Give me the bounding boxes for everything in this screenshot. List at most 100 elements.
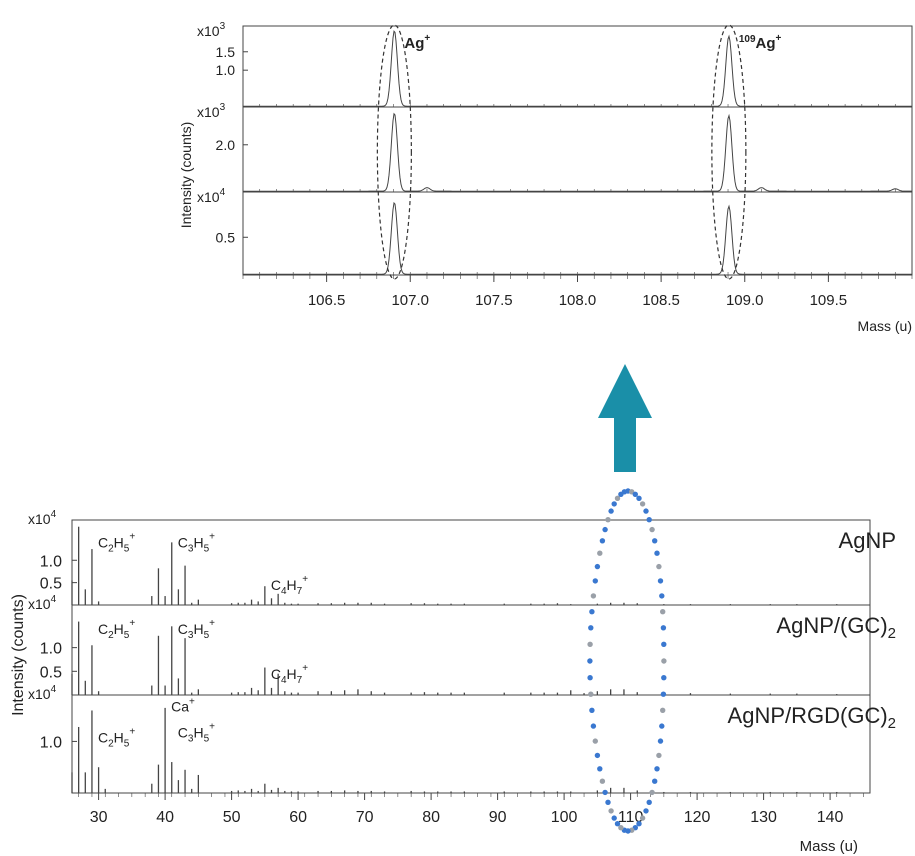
- full-xtick-label: 110: [618, 809, 644, 826]
- dotted-ellipse-dot: [639, 815, 646, 821]
- fragment-sub: 5: [204, 630, 210, 641]
- zoom-multiplier-exp: 3: [220, 102, 226, 113]
- sample-name: AgNP: [839, 528, 896, 553]
- sample-name-main: AgNP/RGD(GC): [728, 703, 888, 728]
- dotted-ellipse-dot: [660, 609, 666, 615]
- sample-name: AgNP/(GC)2: [776, 613, 896, 642]
- zoom-multiplier: x103: [197, 21, 226, 39]
- zoom-xtick-label: 108.0: [559, 292, 597, 309]
- dotted-ellipse-dot: [643, 508, 649, 514]
- dotted-ellipse-dot: [656, 752, 662, 759]
- fragment-label: C3H5+: [178, 721, 215, 744]
- dotted-ellipse-dot: [649, 526, 655, 533]
- zoom-multiplier-base: x10: [197, 104, 220, 120]
- peak-label-element: Ag: [756, 35, 776, 52]
- fragment-sub: 5: [124, 543, 130, 554]
- zoom-ytick-label: 1.0: [216, 62, 236, 78]
- dotted-ellipse-dot: [587, 658, 593, 664]
- sample-name: AgNP/RGD(GC)2: [728, 703, 896, 732]
- fragment-sub: 2: [108, 543, 114, 554]
- full-multiplier-exp: 4: [51, 509, 57, 520]
- dotted-ellipse-dot: [621, 489, 628, 495]
- fragment-element: H: [114, 621, 124, 637]
- fragment-charge: +: [302, 663, 308, 674]
- fragment-sub: 3: [188, 630, 194, 641]
- zoom-multiplier: x104: [197, 187, 226, 205]
- dotted-ellipse-dot: [660, 707, 666, 713]
- zoom-xtick-label: 107.0: [391, 292, 429, 309]
- dotted-ellipse-dot: [611, 501, 617, 507]
- up-arrow-icon: [598, 364, 652, 472]
- fragment-charge: +: [209, 531, 215, 542]
- fragment-element: Ca: [171, 699, 189, 715]
- full-xlabel: Mass (u): [800, 838, 858, 855]
- dotted-ellipse-dot: [589, 707, 595, 713]
- fragment-element: H: [193, 534, 203, 550]
- fragment-sub: 7: [297, 675, 303, 686]
- fragment-element: H: [287, 577, 297, 593]
- zoom-trace: [243, 30, 912, 107]
- dotted-ellipse-dot: [654, 766, 660, 772]
- fragment-label: C4H7+: [271, 574, 308, 597]
- fragment-element: H: [114, 730, 124, 746]
- dotted-ellipse-dot: [590, 593, 597, 599]
- full-ytick-label: 0.5: [40, 664, 62, 681]
- full-xtick-label: 30: [90, 809, 108, 826]
- dotted-ellipse-dot: [659, 593, 665, 599]
- dotted-ellipse-dot: [652, 538, 658, 544]
- zoom-multiplier-exp: 4: [220, 187, 226, 198]
- full-xtick-label: 50: [223, 809, 241, 826]
- zoom-xtick-label: 107.5: [475, 292, 513, 309]
- dotted-ellipse-dot: [657, 738, 664, 744]
- fragment-sub: 5: [124, 739, 130, 750]
- dotted-ellipse-dot: [614, 495, 621, 501]
- fragment-element: C: [178, 724, 188, 740]
- full-multiplier: x104: [28, 509, 57, 527]
- fragment-charge: +: [209, 618, 215, 629]
- dotted-ellipse-dot: [602, 526, 608, 533]
- dotted-ellipse-dot: [639, 501, 646, 507]
- peak-label-charge: +: [776, 33, 782, 44]
- dotted-ellipse-dot: [590, 723, 597, 729]
- dotted-ellipse-dot: [614, 821, 621, 827]
- sample-name-sub: 2: [888, 715, 896, 732]
- dotted-ellipse-dot: [605, 517, 611, 523]
- dotted-ellipse-dot: [646, 517, 652, 523]
- fragment-label: C2H5+: [98, 727, 135, 750]
- fragment-sub: 2: [108, 630, 114, 641]
- full-ytick-label: 0.5: [40, 576, 62, 593]
- full-xtick-label: 100: [551, 809, 578, 826]
- zoom-ytick-label: 0.5: [216, 229, 236, 245]
- fragment-sub: 7: [297, 586, 303, 597]
- fragment-sub: 5: [124, 630, 130, 641]
- fragment-charge: +: [129, 531, 135, 542]
- full-ytick-label: 1.0: [40, 641, 62, 658]
- dotted-ellipse-dot: [611, 815, 617, 821]
- fragment-element: C: [271, 577, 281, 593]
- full-multiplier-exp: 4: [51, 684, 57, 695]
- dotted-ellipse-dot: [657, 578, 664, 584]
- dotted-ellipse-dot: [632, 491, 638, 497]
- fragment-element: C: [98, 621, 108, 637]
- zoom-ytick-label: 2.0: [216, 137, 236, 153]
- fragment-sub: 4: [281, 586, 287, 597]
- dotted-ellipse-dot: [643, 808, 649, 814]
- full-multiplier-base: x10: [28, 511, 51, 527]
- fragment-sub: 4: [281, 675, 287, 686]
- dotted-ellipse-dot: [602, 789, 608, 796]
- full-xtick-label: 40: [156, 809, 174, 826]
- full-multiplier-base: x10: [28, 596, 51, 612]
- zoom-xtick-label: 109.5: [810, 292, 848, 309]
- fragment-element: H: [193, 621, 203, 637]
- fragment-element: C: [271, 666, 281, 682]
- fragment-element: C: [98, 534, 108, 550]
- dotted-ellipse-dot: [594, 563, 601, 570]
- dotted-ellipse-dot: [618, 825, 624, 831]
- dotted-ellipse-dot: [661, 675, 667, 681]
- fragment-label: C4H7+: [271, 663, 308, 686]
- dotted-ellipse-dot: [587, 675, 593, 681]
- dotted-ellipse-dot: [656, 563, 662, 570]
- full-frame: [71, 519, 871, 794]
- full-multiplier-base: x10: [28, 686, 51, 702]
- full-xtick-label: 140: [817, 809, 844, 826]
